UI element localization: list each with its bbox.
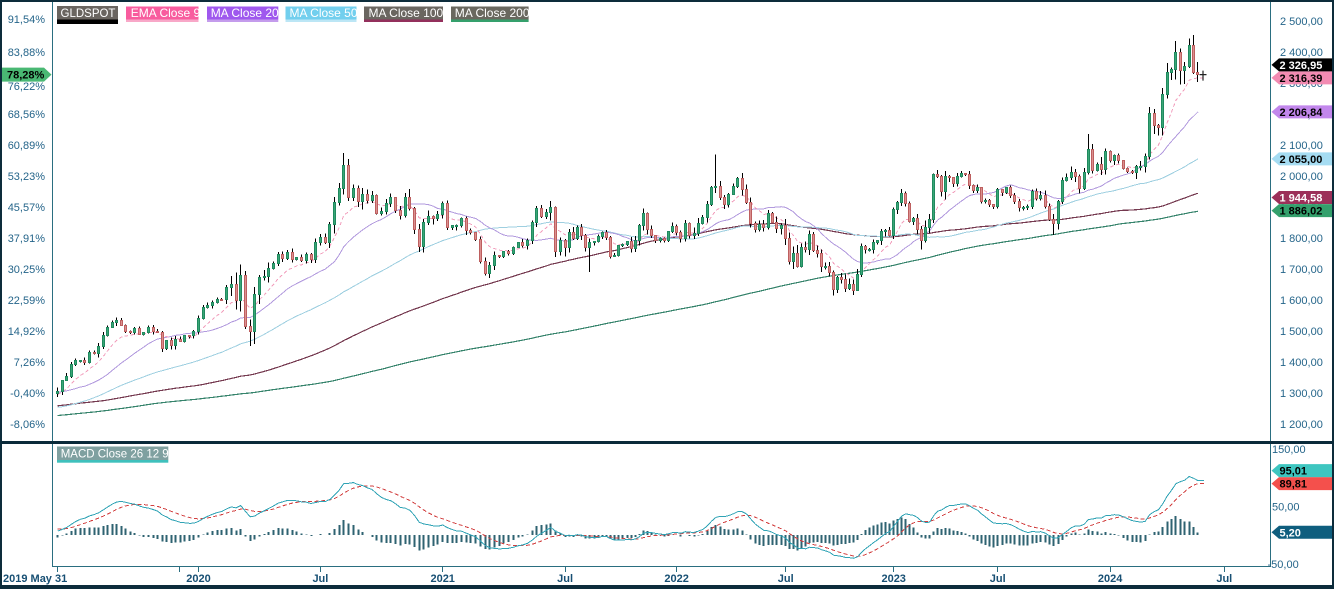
svg-text:2023: 2023 <box>881 573 905 585</box>
svg-text:1 700,00: 1 700,00 <box>1280 264 1323 276</box>
svg-text:2 206,84: 2 206,84 <box>1280 107 1324 119</box>
svg-text:1 944,58: 1 944,58 <box>1280 193 1323 205</box>
svg-text:MACD Close 26 12 9: MACD Close 26 12 9 <box>61 449 169 461</box>
svg-text:2 000,00: 2 000,00 <box>1280 171 1323 183</box>
svg-text:2 100,00: 2 100,00 <box>1280 140 1323 152</box>
svg-text:76,22%: 76,22% <box>8 81 46 93</box>
svg-text:60,89%: 60,89% <box>8 140 46 152</box>
svg-text:95,01: 95,01 <box>1280 466 1308 478</box>
svg-text:2019 May 31: 2019 May 31 <box>3 573 67 585</box>
svg-text:78,28%: 78,28% <box>7 70 45 82</box>
svg-text:Jul: Jul <box>990 573 1006 585</box>
svg-text:37,91%: 37,91% <box>8 233 46 245</box>
svg-text:2022: 2022 <box>664 573 688 585</box>
svg-text:89,81: 89,81 <box>1280 479 1308 491</box>
svg-text:150,00: 150,00 <box>1272 444 1306 456</box>
svg-text:14,92%: 14,92% <box>8 326 46 338</box>
svg-text:2 500,00: 2 500,00 <box>1280 16 1323 28</box>
svg-text:22,59%: 22,59% <box>8 295 46 307</box>
svg-text:1 300,00: 1 300,00 <box>1280 388 1323 400</box>
svg-text:2020: 2020 <box>186 573 210 585</box>
svg-text:68,56%: 68,56% <box>8 109 46 121</box>
svg-text:1 600,00: 1 600,00 <box>1280 295 1323 307</box>
svg-text:Jul: Jul <box>778 573 794 585</box>
svg-text:1 500,00: 1 500,00 <box>1280 326 1323 338</box>
svg-text:Jul: Jul <box>557 573 573 585</box>
svg-text:1 400,00: 1 400,00 <box>1280 357 1323 369</box>
svg-text:2 316,39: 2 316,39 <box>1280 73 1323 85</box>
svg-text:GLDSPOT: GLDSPOT <box>61 8 116 20</box>
svg-text:EMA Close 9: EMA Close 9 <box>131 6 201 20</box>
svg-text:91,54%: 91,54% <box>8 14 46 26</box>
svg-text:50,00: 50,00 <box>1272 502 1300 514</box>
svg-text:MA Close 200: MA Close 200 <box>455 6 530 20</box>
svg-text:Jul: Jul <box>312 573 328 585</box>
svg-text:1 200,00: 1 200,00 <box>1280 419 1323 431</box>
svg-text:30,25%: 30,25% <box>8 264 46 276</box>
svg-text:MA Close 100: MA Close 100 <box>369 6 444 20</box>
svg-text:MA Close 20: MA Close 20 <box>211 6 279 20</box>
svg-text:-8,06%: -8,06% <box>10 419 45 431</box>
svg-text:-0,40%: -0,40% <box>10 388 45 400</box>
svg-text:MA Close 50: MA Close 50 <box>290 6 358 20</box>
svg-text:Jul: Jul <box>1216 573 1232 585</box>
svg-text:2 326,95: 2 326,95 <box>1280 60 1323 72</box>
svg-text:2024: 2024 <box>1098 573 1123 585</box>
svg-text:5,20: 5,20 <box>1280 527 1301 539</box>
svg-text:1 886,02: 1 886,02 <box>1280 206 1323 218</box>
svg-text:2 400,00: 2 400,00 <box>1280 47 1323 59</box>
svg-text:2 055,00: 2 055,00 <box>1280 154 1323 166</box>
svg-text:53,23%: 53,23% <box>8 171 46 183</box>
svg-text:83,88%: 83,88% <box>8 47 46 59</box>
svg-text:45,57%: 45,57% <box>8 202 46 214</box>
svg-text:7,26%: 7,26% <box>14 357 45 369</box>
svg-text:1 800,00: 1 800,00 <box>1280 233 1323 245</box>
svg-text:2021: 2021 <box>430 573 454 585</box>
svg-text:-50,00: -50,00 <box>1268 559 1299 571</box>
